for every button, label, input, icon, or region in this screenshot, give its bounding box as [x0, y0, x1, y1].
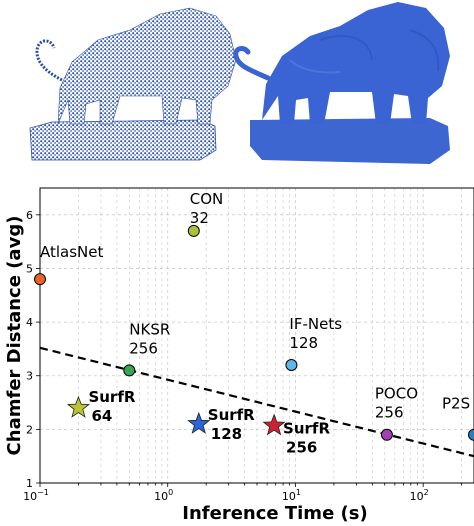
x-axis-label: Inference Time (s)	[182, 503, 367, 524]
circle-marker	[468, 428, 474, 441]
circle-marker	[34, 273, 46, 286]
circle-marker	[123, 364, 136, 377]
reconstructed-mesh-lion-image	[233, 2, 450, 164]
point-label: CON 32	[190, 190, 224, 227]
y-tick-label: 6	[26, 209, 33, 222]
point-label: POCO 256	[375, 385, 418, 422]
y-tick-label: 1	[26, 477, 33, 490]
y-tick-label: 5	[26, 262, 33, 275]
trend-line	[39, 346, 474, 458]
y-tick-label: 2	[26, 423, 33, 436]
grid	[39, 188, 474, 484]
y-tick-label: 4	[26, 316, 33, 329]
data-points	[34, 224, 474, 441]
star-marker	[66, 395, 91, 418]
y-tick-label: 3	[26, 370, 33, 383]
point-labels: AtlasNet CON 32 NKSR 256 IF-Nets 128 POCO 256 P2S…	[40, 190, 470, 457]
point-label: SurfR 256	[283, 420, 330, 457]
x-tick-label: 100	[154, 488, 173, 503]
lion-renderings	[29, 2, 450, 164]
star-marker	[187, 411, 211, 434]
circle-marker	[187, 224, 200, 237]
circle-marker	[285, 359, 298, 371]
point-label: IF-Nets 128	[289, 315, 342, 352]
y-axis-label: Chamfer Distance (avg)	[4, 216, 25, 456]
star-marker	[262, 413, 286, 436]
x-tick-label: 10−1	[23, 488, 49, 503]
point-label: NKSR 256	[129, 320, 170, 357]
point-cloud-lion-image	[29, 7, 237, 161]
point-label: AtlasNet	[40, 243, 104, 261]
point-label: P2S	[442, 395, 470, 413]
point-label: SurfR 128	[208, 406, 255, 443]
axis-ticks: 1 2 3 4 5 6 10−1 100 101 102	[23, 209, 463, 503]
x-tick-label: 101	[282, 488, 301, 503]
point-label: SurfR 64	[88, 388, 135, 425]
x-tick-label: 102	[410, 488, 429, 503]
circle-marker	[380, 428, 393, 441]
